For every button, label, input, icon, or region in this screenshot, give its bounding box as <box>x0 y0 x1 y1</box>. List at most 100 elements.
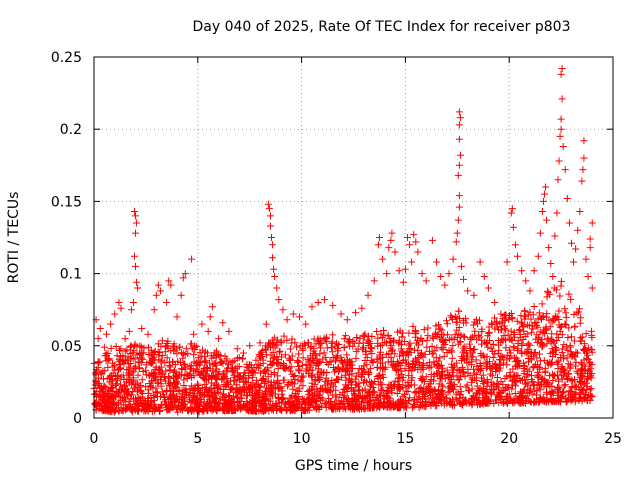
data-point <box>500 322 508 330</box>
data-point <box>295 395 303 403</box>
data-point <box>178 349 186 357</box>
data-point <box>468 401 476 409</box>
data-point <box>230 377 238 385</box>
data-point <box>333 352 341 360</box>
data-point <box>127 406 135 414</box>
data-point <box>379 353 387 361</box>
data-point <box>99 407 107 415</box>
data-point <box>571 375 579 383</box>
data-point <box>408 258 416 266</box>
data-point <box>497 395 505 403</box>
data-point <box>475 366 483 374</box>
data-point <box>540 357 548 365</box>
data-point <box>196 348 204 356</box>
data-point <box>571 352 579 360</box>
data-point <box>320 368 328 376</box>
data-point <box>374 334 382 342</box>
chart-title: Day 040 of 2025, Rate Of TEC Index for r… <box>193 19 571 35</box>
data-point <box>176 343 184 351</box>
x-tick-label: 15 <box>396 431 414 447</box>
data-point <box>526 308 534 316</box>
data-point <box>539 197 547 205</box>
data-point <box>484 343 492 351</box>
data-point <box>149 359 157 367</box>
data-point <box>417 384 425 392</box>
data-point <box>563 354 571 362</box>
data-point <box>551 343 559 351</box>
data-point <box>546 323 554 331</box>
data-point <box>166 402 174 410</box>
data-point <box>152 291 160 299</box>
data-point <box>535 309 543 317</box>
data-point <box>543 334 551 342</box>
data-point <box>118 385 126 393</box>
data-point <box>498 326 506 334</box>
data-point <box>307 363 315 371</box>
data-point <box>528 329 536 337</box>
data-point <box>278 395 286 403</box>
data-point <box>307 386 315 394</box>
data-point <box>588 334 596 342</box>
data-point <box>319 369 327 377</box>
data-point <box>224 400 232 408</box>
data-point <box>328 343 336 351</box>
data-point <box>313 355 321 363</box>
data-point <box>387 236 395 244</box>
data-point <box>207 352 215 360</box>
data-point <box>491 314 499 322</box>
data-point <box>127 395 135 403</box>
data-point <box>193 391 201 399</box>
data-point <box>378 334 386 342</box>
data-point <box>508 205 516 213</box>
data-point <box>548 330 556 338</box>
data-point <box>126 364 134 372</box>
data-point <box>369 359 377 367</box>
data-point <box>102 357 110 365</box>
data-point <box>266 212 274 220</box>
data-point <box>300 340 308 348</box>
data-point <box>306 344 314 352</box>
data-point <box>444 371 452 379</box>
data-point <box>578 397 586 405</box>
data-point <box>314 376 322 384</box>
data-point <box>202 384 210 392</box>
data-point <box>370 277 378 285</box>
data-point <box>270 370 278 378</box>
data-point <box>435 370 443 378</box>
data-point <box>453 326 461 334</box>
data-point <box>358 304 366 312</box>
data-point <box>545 244 553 252</box>
data-point <box>296 313 304 321</box>
data-point <box>293 343 301 351</box>
data-point <box>577 359 585 367</box>
data-point <box>580 154 588 162</box>
data-point <box>229 384 237 392</box>
data-point <box>561 320 569 328</box>
data-point <box>221 373 229 381</box>
data-point <box>367 344 375 352</box>
data-point <box>390 336 398 344</box>
data-point <box>449 255 457 263</box>
data-point <box>318 402 326 410</box>
data-point <box>321 336 329 344</box>
data-point <box>356 334 364 342</box>
data-point <box>307 371 315 379</box>
data-point <box>147 397 155 405</box>
data-point <box>578 373 586 381</box>
data-point <box>116 392 124 400</box>
data-point <box>253 364 261 372</box>
data-point <box>503 392 511 400</box>
data-point <box>432 354 440 362</box>
data-point <box>148 377 156 385</box>
data-point <box>265 407 273 415</box>
data-point <box>580 340 588 348</box>
data-point <box>248 367 256 375</box>
data-point <box>476 400 484 408</box>
data-point <box>359 404 367 412</box>
data-point <box>152 384 160 392</box>
data-point <box>574 226 582 234</box>
data-point <box>206 313 214 321</box>
data-point <box>385 350 393 358</box>
data-point <box>345 357 353 365</box>
data-point <box>456 390 464 398</box>
